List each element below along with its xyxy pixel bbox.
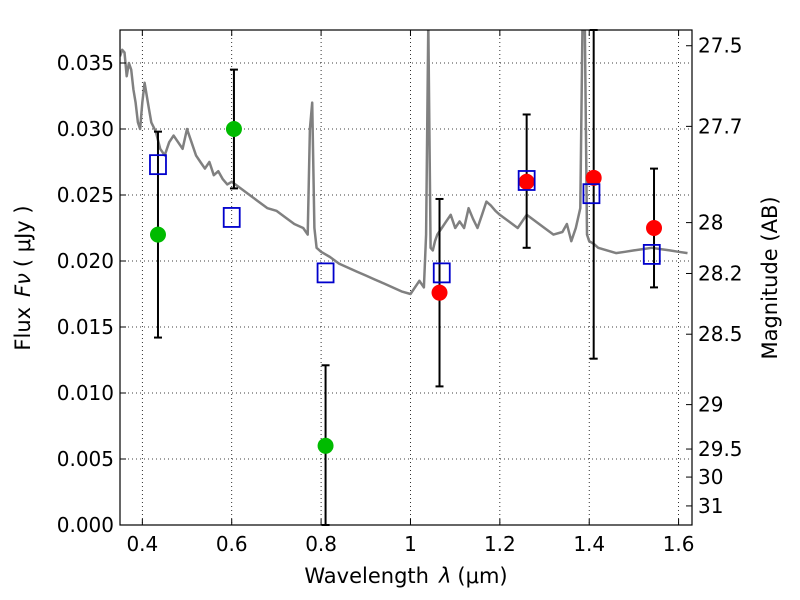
y-tick-label: 0.000 (57, 513, 114, 537)
y2-tick-label: 28 (698, 211, 723, 235)
y2-tick-label: 29.5 (698, 437, 743, 461)
plot-content (120, 30, 688, 296)
y2-tick-label: 31 (698, 494, 723, 518)
y2-tick-label: 27.7 (698, 114, 743, 138)
y2-axis-label: Magnitude (AB) (758, 196, 782, 359)
y2-tick-label: 27.5 (698, 34, 743, 58)
model-square (517, 170, 536, 191)
y2-tick-label: 30 (698, 465, 723, 489)
y2-tick-label: 28.5 (698, 322, 743, 346)
model-square (582, 183, 601, 205)
grid-lines (120, 30, 692, 525)
model-square (149, 154, 167, 176)
x-tick-label: 0.4 (126, 532, 158, 556)
x-tick-label: 0.8 (305, 532, 337, 556)
y-tick-label: 0.035 (57, 51, 114, 75)
model-square (642, 243, 661, 265)
x-tick-label: 1.2 (484, 532, 516, 556)
x-tick-label: 1 (404, 532, 417, 556)
plot-frame (119, 29, 693, 526)
y2-axis-ticks: 27.5 27.7 28 28.2 28.5 29 29.5 30 31 (686, 34, 743, 518)
x-tick-label: 1.6 (663, 532, 695, 556)
y-tick-label: 0.020 (57, 249, 114, 273)
y-tick-label: 0.015 (57, 315, 114, 339)
red-data-point (431, 284, 448, 301)
spectrum-line (120, 30, 688, 296)
y-tick-label: 0.010 (57, 381, 114, 405)
x-axis-ticks: 0.4 0.6 0.8 1 1.2 1.4 1.6 (126, 30, 695, 556)
y2-tick-label: 28.2 (698, 261, 743, 285)
green-data-point (317, 437, 334, 454)
y2-tick-label: 29 (698, 393, 723, 417)
y-tick-label: 0.030 (57, 117, 114, 141)
x-tick-label: 0.6 (216, 532, 248, 556)
green-data-point (225, 121, 242, 137)
y-axis-label: FluxFν( μJy ) (11, 205, 35, 350)
y-tick-label: 0.025 (57, 183, 114, 207)
y-tick-label: 0.005 (57, 447, 114, 471)
y-axis-ticks: 0.000 0.005 0.010 0.015 0.020 0.025 0.030 0.035 (57, 51, 126, 537)
green-data-point (149, 226, 166, 243)
red-data-point (585, 169, 602, 186)
model-square (432, 262, 451, 284)
x-tick-label: 1.4 (573, 532, 605, 556)
model-square (222, 207, 241, 228)
model-square (316, 262, 335, 284)
red-data-point (646, 220, 663, 236)
x-axis-label: Wavelength λ (μm) (304, 564, 507, 588)
data-markers (149, 121, 663, 454)
red-data-point (518, 173, 535, 190)
